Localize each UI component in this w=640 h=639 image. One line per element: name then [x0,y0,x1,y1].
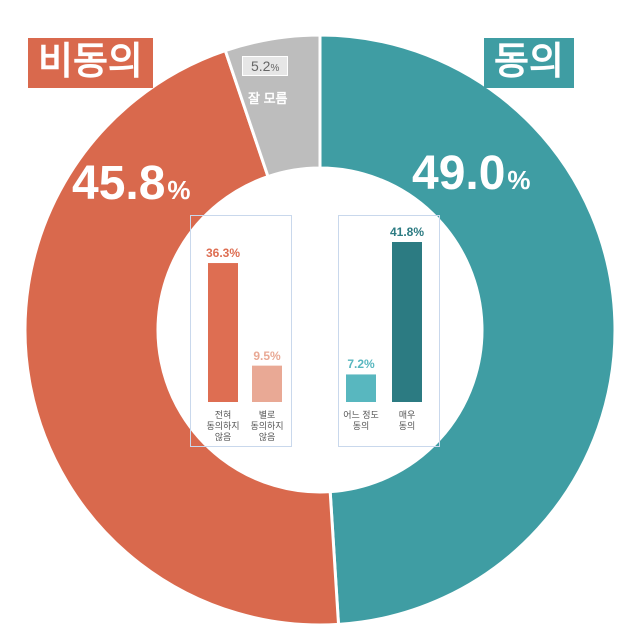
category-label-line: 동의하지 [250,420,284,431]
disagree-value: 45.8 [72,157,166,210]
category-label-line: 동의 [352,420,370,431]
unknown-percent-box: 5.2% [242,56,289,76]
bar-mild-disagree [252,365,282,402]
bar-strong-agree-value-label: 41.8% [389,225,425,239]
category-label-line: 전혀 [214,410,232,420]
unknown-unit: % [270,63,280,74]
category-label-line: 동의 [398,420,416,431]
category-label-line: 매우 [398,410,416,420]
disagree-tag: 비동의 [28,38,153,88]
bar-strong-disagree-value-label: 36.3% [205,246,241,261]
bar-strong-agree [392,242,422,402]
bar-mild-disagree-value-label: 9.5% [253,348,281,363]
bar-mild-agree [346,374,376,402]
bar-mild-disagree-category-label: 별로 동의하지 않음 [237,410,297,442]
disagree-slice [23,48,341,627]
unknown-value: 5.2 [251,58,271,74]
bar-strong-disagree [208,263,238,402]
category-label-line: 않음 [258,431,276,442]
category-label-line: 않음 [214,431,232,442]
agree-unit: % [507,165,531,195]
disagree-percent-label: 45.8% [72,160,191,208]
category-label-line: 동의하지 [206,420,240,431]
bar-mild-agree-value-label: 7.2% [347,357,375,372]
category-label-line: 어느 정도 [343,410,379,420]
agree-tag: 동의 [484,38,574,88]
unknown-label: 잘 모름 [248,91,288,106]
bar-strong-agree-category-label: 매우 동의 [377,410,437,432]
category-label-line: 별로 [258,410,276,420]
bar-mild-agree-category-label: 어느 정도 동의 [331,410,391,432]
disagree-unit: % [167,175,191,205]
disagree-breakdown-panel [190,215,292,447]
agree-slice [318,33,617,627]
agree-value: 49.0 [412,147,506,200]
agree-percent-label: 49.0% [412,150,531,198]
bar-strong-disagree-category-label: 전혀 동의하지 않음 [193,410,253,442]
agree-breakdown-panel [338,215,440,447]
